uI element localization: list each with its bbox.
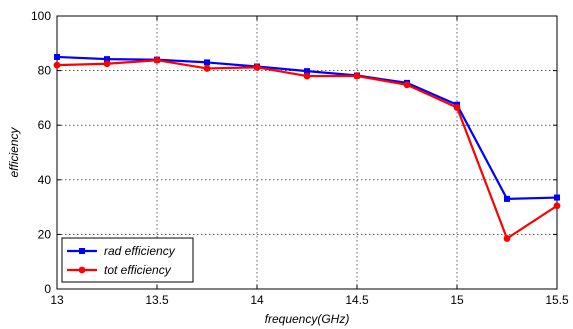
series-line (56, 59, 558, 240)
y-tick-label: 100 (31, 9, 51, 23)
series-tot-efficiency (53, 56, 561, 242)
data-point-circle (153, 56, 161, 64)
y-tick-label: 40 (38, 173, 52, 187)
plot-frame (56, 15, 558, 290)
axis-ticks: 13 13.5 14 14.5 15 15.5 0 20 40 60 80 100 (31, 9, 569, 307)
y-tick-label: 0 (44, 282, 51, 296)
data-point-circle (203, 65, 211, 72)
data-point-circle (253, 63, 261, 71)
data-point-square (54, 53, 60, 60)
data-point-square (504, 195, 510, 202)
data-point-circle (303, 72, 311, 80)
y-tick-label: 60 (38, 118, 52, 132)
x-tick-label: 15.5 (545, 293, 569, 307)
x-tick-label: 15 (450, 293, 464, 307)
x-tick-label: 13.5 (145, 293, 169, 307)
legend-marker-circle (78, 266, 86, 274)
x-tick-label: 13 (50, 293, 64, 307)
data-point-square (304, 68, 310, 75)
data-point-square (204, 59, 210, 66)
legend-label: tot efficiency (104, 263, 172, 277)
data-point-circle (503, 235, 511, 242)
grid (57, 16, 557, 289)
data-point-circle (553, 202, 561, 210)
x-axis-label: frequency(GHz) (265, 312, 350, 326)
legend-box (61, 237, 194, 283)
y-tick-label: 20 (38, 227, 52, 241)
legend-marker-square (79, 248, 85, 254)
series-layer (53, 53, 561, 242)
legend-label: rad efficiency (104, 244, 176, 258)
data-point-circle (403, 81, 411, 89)
x-tick-label: 14 (250, 293, 264, 307)
data-point-square (554, 194, 560, 201)
data-point-circle (353, 72, 361, 80)
y-axis-label: efficiency (7, 126, 21, 177)
x-tick-label: 14.5 (345, 293, 369, 307)
legend: rad efficiency tot efficiency (61, 237, 194, 283)
data-point-square (104, 56, 110, 63)
data-point-circle (53, 61, 61, 69)
data-point-circle (103, 60, 111, 68)
data-point-circle (453, 104, 461, 111)
y-tick-label: 80 (38, 64, 52, 78)
